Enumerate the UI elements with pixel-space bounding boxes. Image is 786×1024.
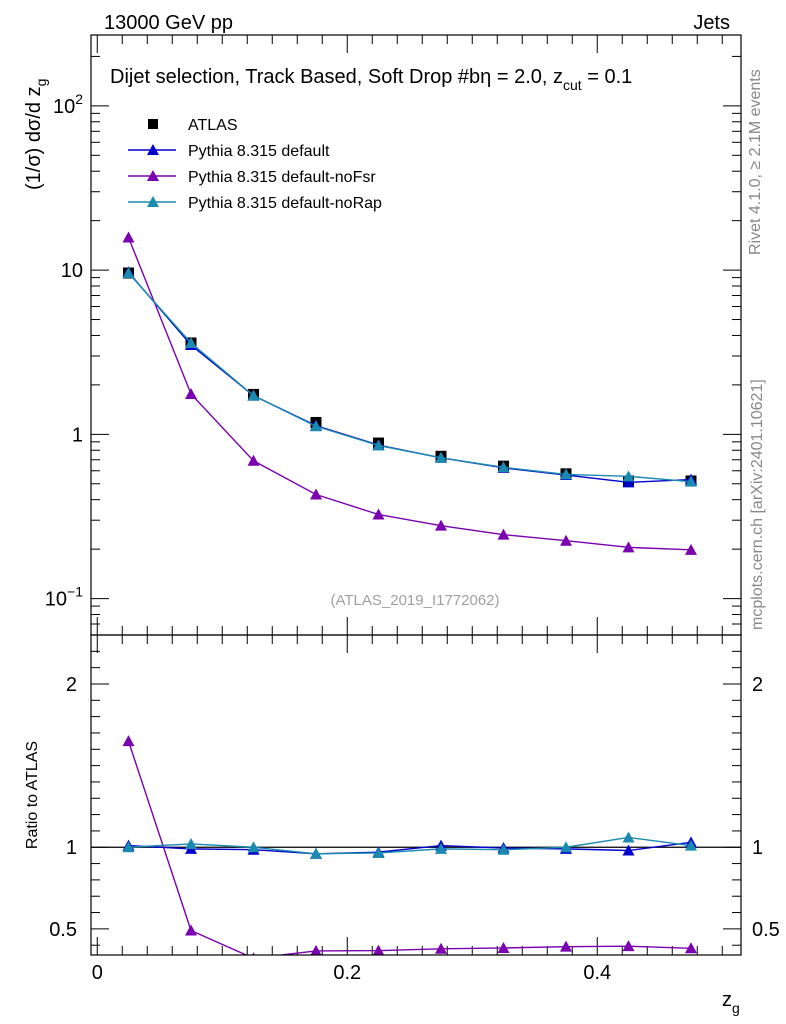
mc-point: [185, 336, 197, 348]
ratio-line: [127, 740, 692, 955]
legend-marker: [147, 196, 159, 207]
mc-point: [310, 488, 322, 500]
ratio-point: [252, 952, 255, 955]
ratio-point: [185, 837, 197, 849]
ratio-y-tick-label-right: 0.5: [752, 919, 780, 941]
x-tick-label: 0.4: [583, 962, 611, 984]
mc-point: [497, 528, 510, 540]
legend-marker: [147, 144, 159, 155]
ratio-y-tick-label-right: 1: [752, 837, 763, 859]
ratio-point: [622, 831, 635, 843]
mc-point: [247, 454, 260, 466]
series-3: [122, 266, 697, 487]
legend-label: Pythia 8.315 default: [188, 143, 330, 160]
mc-point: [122, 266, 135, 278]
y-axis-label: (1/σ) dσ/d zg: [23, 79, 49, 190]
ratio-point: [122, 735, 135, 747]
ratio-line: [128, 841, 692, 855]
y-tick-label: 10: [61, 260, 83, 282]
mc-point: [372, 439, 385, 451]
mc-point: [497, 461, 510, 473]
mc-point: [685, 475, 697, 487]
bottom-panel-frame: [90, 634, 742, 956]
ratio-point: [560, 841, 572, 853]
ratio-point: [185, 924, 197, 936]
series-1: [122, 266, 697, 488]
legend-label: Pythia 8.315 default-noRap: [188, 195, 382, 212]
y-tick-label: 102: [53, 91, 83, 118]
rivet-version-label: Rivet 4.1.0, ≥ 2.1M events: [747, 69, 764, 255]
legend-label: ATLAS: [188, 117, 238, 134]
mcplots-label: mcplots.cern.ch [arXiv:2401.10621]: [749, 379, 766, 630]
series-line: [127, 237, 692, 551]
ratio-point: [247, 841, 260, 853]
mc-point: [685, 543, 697, 555]
legend-marker: [147, 170, 159, 181]
mc-point: [310, 420, 322, 432]
ratio-y-axis-label: Ratio to ATLAS: [24, 741, 41, 849]
ratio-point: [622, 844, 635, 856]
mc-point: [560, 534, 572, 546]
ratio-point: [685, 839, 697, 851]
mc-point: [372, 508, 385, 520]
analysis-id-label: (ATLAS_2019_I1772062): [330, 592, 499, 609]
series-line: [127, 272, 692, 483]
y-tick-label: 1: [72, 424, 83, 446]
mc-point: [622, 476, 635, 488]
mc-point: [247, 389, 260, 401]
mc-point: [622, 541, 635, 553]
series-0: [123, 267, 697, 487]
ratio-point: [497, 941, 510, 953]
ratio-point: [622, 940, 635, 952]
mc-point: [622, 470, 635, 482]
category-label: Jets: [693, 12, 730, 34]
ratio-point: [372, 846, 385, 858]
ratio-series-1: [122, 735, 697, 955]
ratio-series-2: [122, 831, 697, 859]
legend-label: Pythia 8.315 default-noFsr: [188, 169, 376, 186]
ratio-point: [497, 843, 510, 855]
ratio-y-tick-label: 1: [66, 837, 77, 859]
ratio-point: [435, 842, 447, 854]
ratio-point: [685, 942, 697, 954]
ratio-y-tick-label-right: 2: [752, 674, 763, 696]
x-axis-label: zg: [722, 989, 740, 1016]
chart-title: Dijet selection, Track Based, Soft Drop …: [110, 66, 632, 93]
ratio-point: [435, 942, 447, 954]
ratio-point: [372, 944, 385, 955]
mc-point: [560, 468, 572, 480]
series-line: [127, 271, 692, 484]
series-2: [122, 231, 697, 555]
mc-point: [122, 231, 135, 243]
x-tick-label: 0: [92, 962, 103, 984]
ratio-point: [560, 940, 572, 952]
x-tick-label: 0.2: [333, 962, 361, 984]
y-tick-label: 10−1: [45, 584, 83, 611]
ratio-point: [122, 841, 135, 853]
legend: ATLAS Pythia 8.315 default Pythia 8.315 de…: [128, 117, 382, 212]
mc-point: [435, 451, 447, 463]
mc-point: [185, 388, 197, 400]
legend-marker: [148, 119, 158, 129]
energy-label: 13000 GeV pp: [104, 12, 233, 34]
ratio-y-tick-label: 0.5: [49, 919, 77, 941]
ratio-point: [310, 847, 322, 859]
ratio-y-tick-label: 2: [66, 674, 77, 696]
ratio-point: [310, 944, 322, 955]
ratio-line: [128, 836, 692, 855]
mc-point: [435, 519, 447, 531]
